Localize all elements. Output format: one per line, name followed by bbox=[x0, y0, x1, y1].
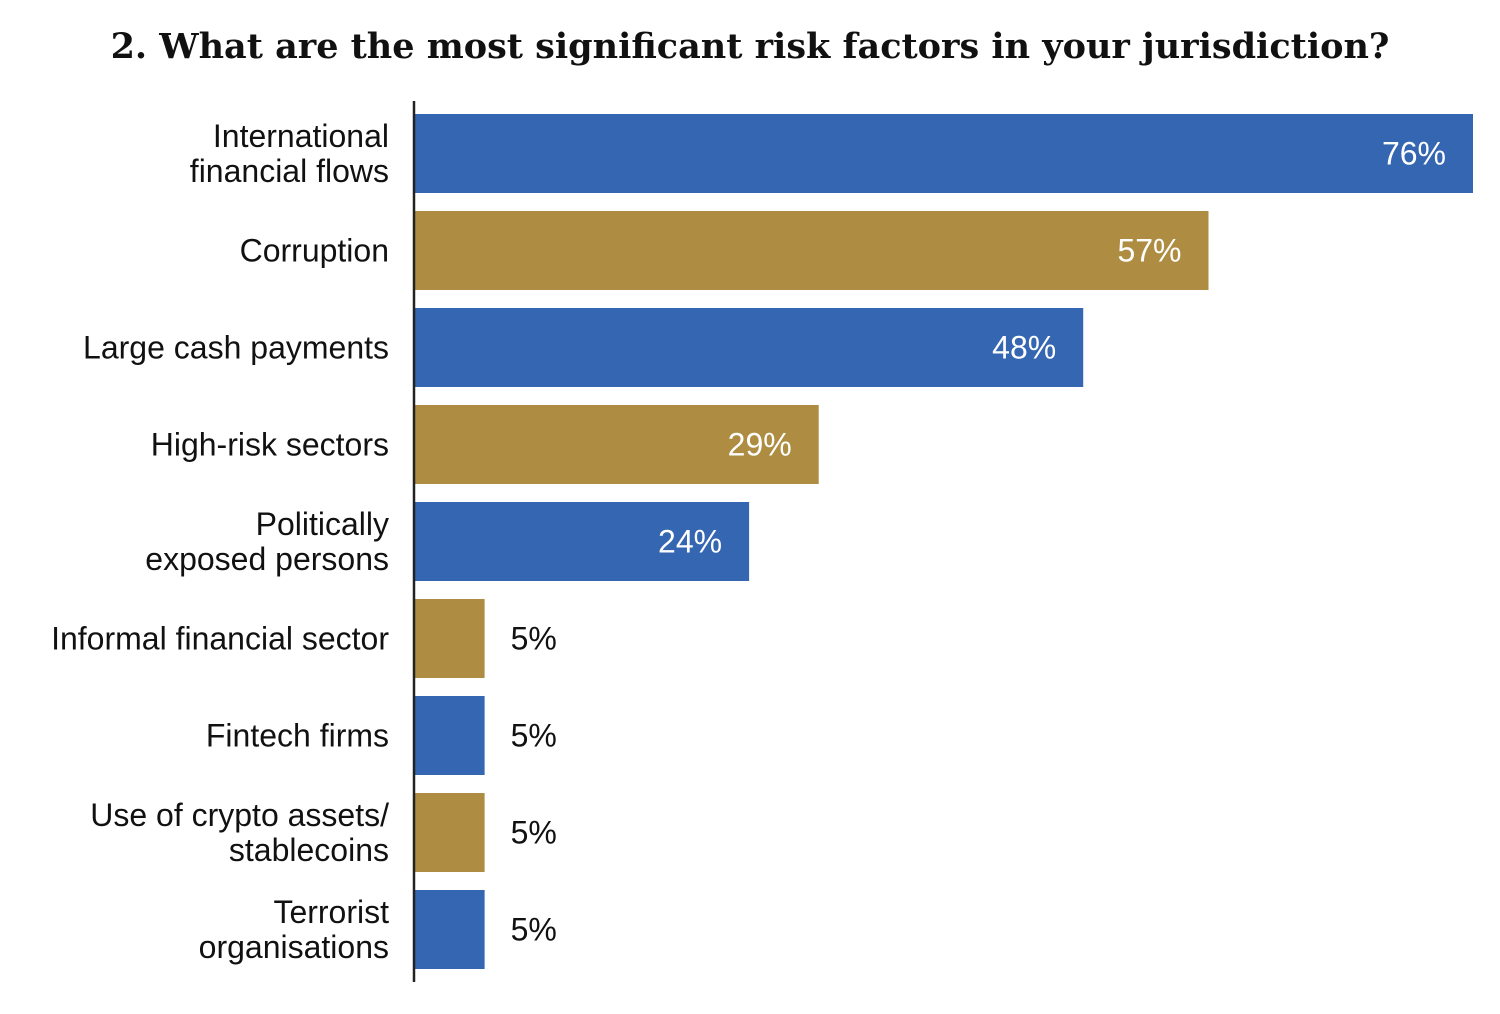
value-label: 76% bbox=[1382, 136, 1446, 172]
value-label: 57% bbox=[1117, 233, 1181, 269]
bar bbox=[415, 211, 1209, 290]
bar bbox=[415, 114, 1473, 193]
value-label: 48% bbox=[992, 330, 1056, 366]
category-label-line: financial flows bbox=[190, 153, 389, 189]
value-label: 24% bbox=[658, 524, 722, 560]
bar bbox=[415, 308, 1084, 387]
value-label: 5% bbox=[511, 815, 557, 851]
bar bbox=[415, 599, 485, 678]
category-label: Corruption bbox=[240, 233, 389, 269]
category-label-line: High-risk sectors bbox=[151, 427, 389, 463]
category-label: Large cash payments bbox=[83, 330, 389, 366]
category-label: International financial flows bbox=[190, 118, 389, 189]
category-label-line: stablecoins bbox=[229, 832, 389, 868]
value-label: 5% bbox=[511, 912, 557, 948]
category-label-line: Corruption bbox=[240, 233, 389, 269]
category-label: Terrorist organisations bbox=[199, 894, 389, 965]
bar bbox=[415, 890, 485, 969]
category-label: Use of crypto assets/stablecoins bbox=[90, 797, 389, 868]
category-label-line: organisations bbox=[199, 929, 389, 965]
bars-group: International financial flows 76% Corruptio… bbox=[51, 114, 1473, 969]
category-label-line: Politically bbox=[256, 506, 389, 542]
bar bbox=[415, 405, 819, 484]
category-label-line: exposed persons bbox=[145, 541, 389, 577]
category-label-line: Informal financial sector bbox=[51, 621, 389, 657]
value-label: 29% bbox=[728, 427, 792, 463]
category-label: High-risk sectors bbox=[151, 427, 389, 463]
category-label: Politically exposed persons bbox=[145, 506, 389, 577]
bar bbox=[415, 793, 485, 872]
bar bbox=[415, 502, 750, 581]
category-label-line: Large cash payments bbox=[83, 330, 389, 366]
category-label-line: International bbox=[213, 118, 389, 154]
chart-title: 2. What are the most significant risk fa… bbox=[111, 26, 1390, 67]
category-label-line: Fintech firms bbox=[206, 718, 389, 754]
category-label-line: Terrorist bbox=[273, 894, 389, 930]
bar bbox=[415, 696, 485, 775]
category-label: Informal financial sector bbox=[51, 621, 389, 657]
value-label: 5% bbox=[511, 718, 557, 754]
value-label: 5% bbox=[511, 621, 557, 657]
category-label: Fintech firms bbox=[206, 718, 389, 754]
category-label-line: Use of crypto assets/ bbox=[90, 797, 389, 833]
